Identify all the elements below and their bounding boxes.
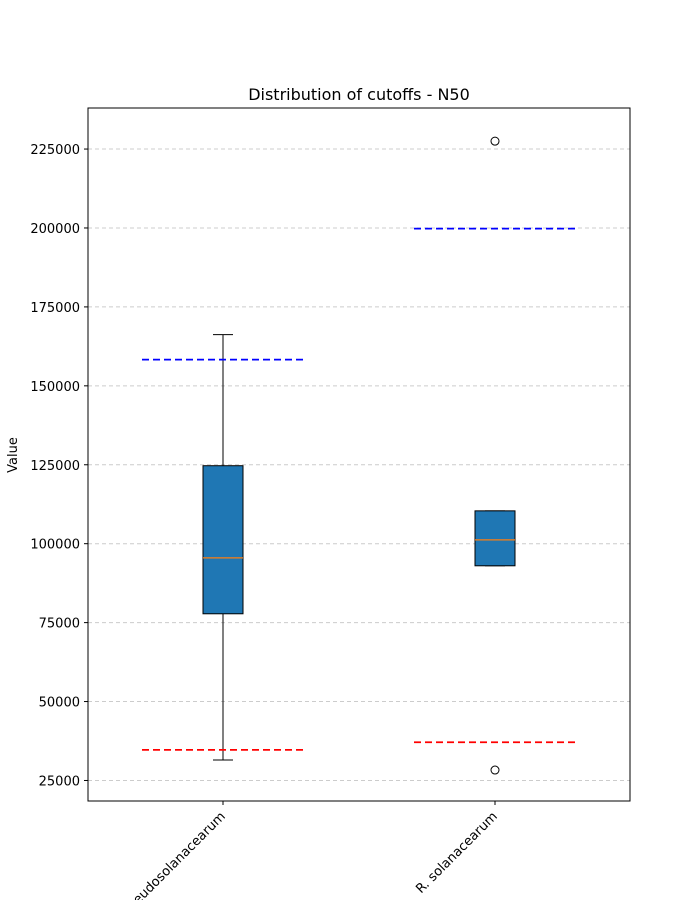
outlier-point <box>490 765 500 775</box>
y-tick-label: 200000 <box>30 222 80 237</box>
y-tick-label: 125000 <box>30 459 80 474</box>
iqr-box <box>474 510 516 567</box>
y-axis-label: Value <box>6 437 21 473</box>
x-tick-label: R. solanacearum <box>413 809 500 896</box>
y-tick-label: 100000 <box>30 538 80 553</box>
y-tick-label: 175000 <box>30 301 80 316</box>
axes: 25000 50000 75000 100000 125000 150000 175000 2… <box>30 143 500 900</box>
chart-title: Distribution of cutoffs - N50 <box>248 85 470 104</box>
y-tick-label: 75000 <box>39 617 80 632</box>
grid-lines <box>88 148 630 781</box>
plot-frame <box>87 107 631 802</box>
y-tick-label: 50000 <box>39 696 80 711</box>
iqr-box <box>202 465 244 615</box>
y-tick-label: 225000 <box>30 143 80 158</box>
outlier-point <box>490 136 500 146</box>
plot-marks <box>142 136 576 775</box>
x-tick-label: R. pseudosolanacearum <box>108 809 229 900</box>
y-tick-label: 150000 <box>30 380 80 395</box>
y-tick-label: 25000 <box>39 774 80 789</box>
